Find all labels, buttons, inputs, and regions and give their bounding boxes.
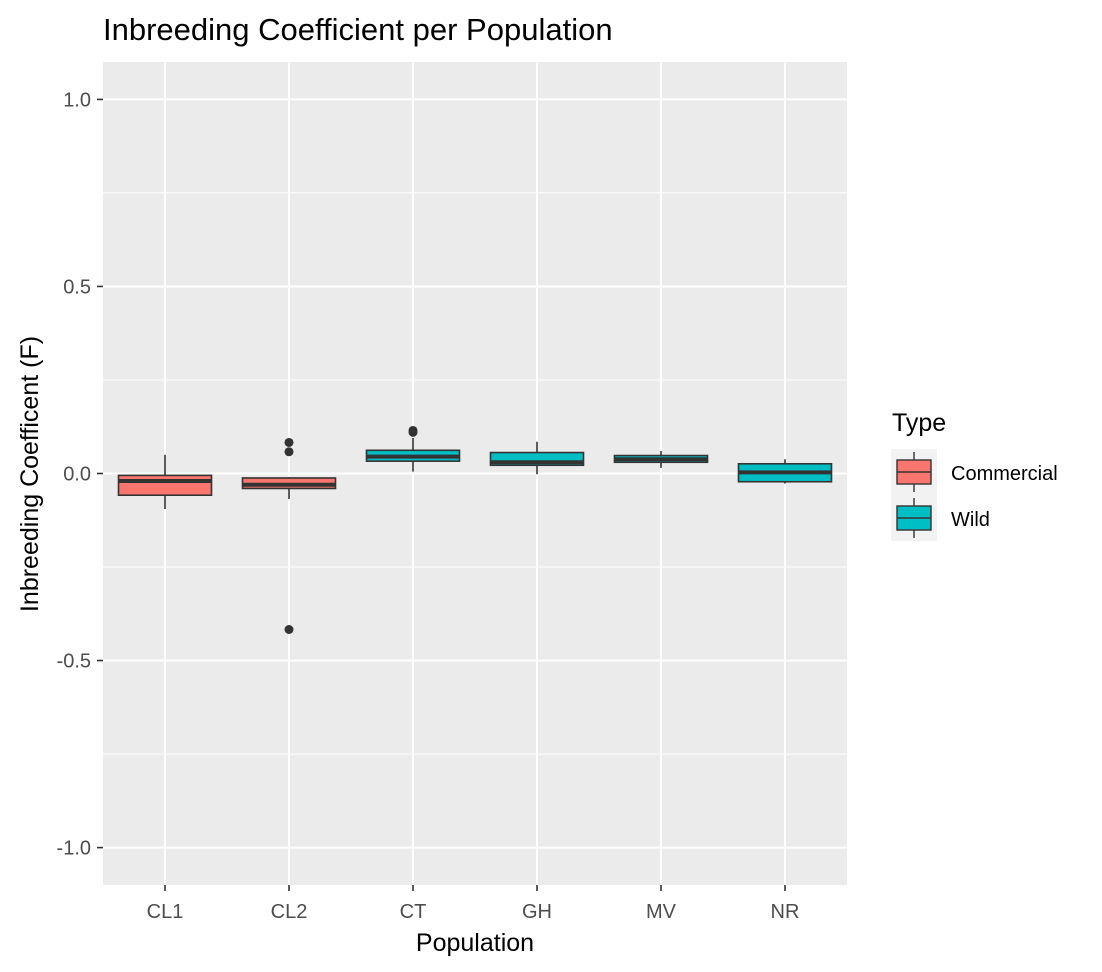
legend-title: Type [892,409,946,437]
x-tick-label: MV [646,901,677,923]
y-tick-label: 1.0 [63,89,91,111]
axes-layer: -1.0 -0.5 0.0 0.5 1.0 CL1 CL2 CT GH MV NR [57,89,800,923]
box-gh [489,441,585,475]
box-cl2 [241,437,337,634]
legend-label: Wild [951,509,990,531]
x-tick-label: CL2 [271,901,308,923]
x-tick-label: GH [522,901,552,923]
legend: Type Commercial Wild [891,409,1058,541]
box-nr [737,459,833,484]
chart-title: Inbreeding Coefficient per Population [103,12,613,47]
outlier-point [284,624,294,634]
y-axis-title: Inbreeding Coefficent (F) [16,336,44,612]
x-axis-title: Population [416,929,534,957]
boxes-layer [117,425,833,634]
x-tick-label: CT [400,901,427,923]
outlier-point [408,427,418,437]
box-body [117,474,213,496]
legend-entry-commercial: Commercial [896,452,1058,492]
x-tick-label: CL1 [147,901,184,923]
y-tick-label: -0.5 [57,651,91,673]
y-tick-label: 0.5 [63,276,91,298]
legend-entry-wild: Wild [896,498,990,538]
outlier-point [284,437,294,447]
box-ct [365,425,461,472]
box-mv [613,451,709,468]
y-tick-label: -1.0 [57,838,91,860]
x-tick-label: NR [771,901,800,923]
y-tick-label: 0.0 [63,464,91,486]
outlier-point [284,447,294,457]
box-cl1 [117,454,213,510]
legend-label: Commercial [951,463,1058,485]
